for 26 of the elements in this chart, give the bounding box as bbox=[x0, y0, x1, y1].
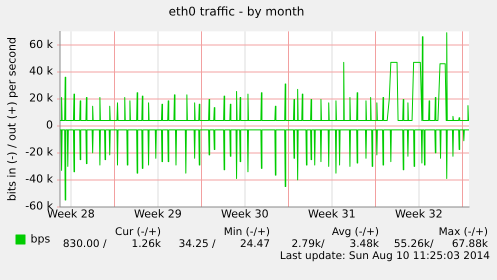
y-tick-label: -40 k bbox=[25, 172, 54, 186]
text: Min (-/+) bbox=[222, 226, 271, 238]
text: Cur (-/+) bbox=[114, 226, 162, 238]
x-tick-label: Week 30 bbox=[221, 207, 269, 220]
y-tick-label: 0 bbox=[46, 118, 54, 132]
legend-label: bps bbox=[30, 232, 50, 246]
text: 34.25 / bbox=[178, 238, 216, 250]
text: 55.26k/ bbox=[392, 238, 434, 250]
text: 1.26k bbox=[130, 238, 162, 250]
x-tick-label: Week 29 bbox=[134, 207, 182, 220]
text: 3.48k bbox=[348, 238, 380, 250]
text: Avg (-/+) bbox=[330, 226, 380, 238]
x-tick-label: Week 32 bbox=[394, 207, 443, 220]
text: 2.79k/ bbox=[290, 238, 326, 250]
chart-title: eth0 traffic - by month bbox=[168, 4, 304, 18]
text: Max (-/+) bbox=[438, 226, 489, 238]
text: Last update: Sun Aug 10 11:25:03 2014 bbox=[278, 250, 491, 262]
y-axis-title: bits in (-) / out (+) per second bbox=[5, 37, 18, 202]
y-tick-label: -20 k bbox=[25, 146, 54, 159]
y-tick-label: 60 k bbox=[29, 38, 54, 51]
x-tick-label: Week 31 bbox=[308, 207, 356, 220]
text: 67.88k bbox=[450, 238, 489, 250]
text: 24.47 bbox=[238, 238, 271, 250]
text: 830.00 / bbox=[62, 238, 108, 250]
y-tick-label: 20 k bbox=[29, 92, 54, 105]
y-tick-label: 40 k bbox=[29, 64, 54, 78]
